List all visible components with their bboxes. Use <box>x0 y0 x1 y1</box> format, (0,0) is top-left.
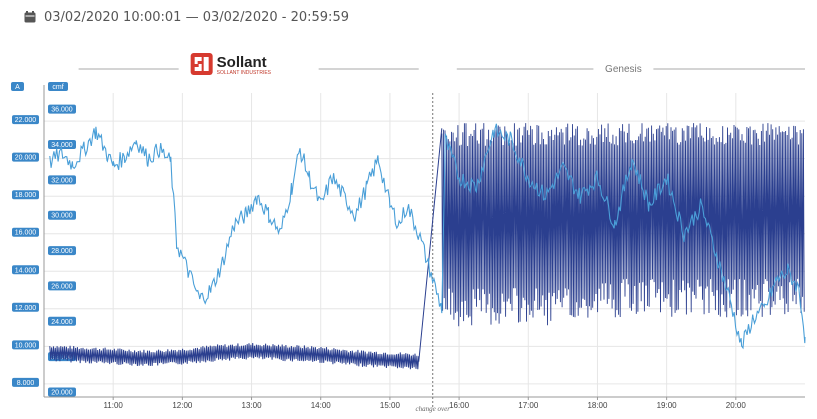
left-axis-badge: A <box>11 82 24 91</box>
right-axis-badge: cmf <box>48 82 68 91</box>
right-tick-label-text: 32.000 <box>51 177 73 184</box>
left-tick-label-text: 8.000 <box>17 380 35 387</box>
left-tick-label-bg <box>12 265 39 275</box>
right-tick-label-bg <box>48 316 76 326</box>
right-tick-label-bg <box>48 246 76 256</box>
right-tick-label-text: 24.000 <box>51 319 73 326</box>
x-tick-label: 13:00 <box>242 401 263 410</box>
right-tick-label: 24.000 <box>48 316 76 326</box>
left-tick-label: 12.000 <box>12 302 39 312</box>
date-range[interactable]: 03/02/2020 10:00:01 — 03/02/2020 - 20:59… <box>24 8 349 26</box>
right-tick-label-bg <box>48 210 76 220</box>
calendar-icon <box>24 11 36 23</box>
x-tick-label: 14:00 <box>311 401 332 410</box>
left-tick-label-bg <box>12 340 39 350</box>
date-range-text: 03/02/2020 10:00:01 — 03/02/2020 - 20:59… <box>44 9 349 25</box>
x-tick-label: 12:00 <box>172 401 193 410</box>
x-tick-label: 16:00 <box>449 401 470 410</box>
left-tick-label: 10.000 <box>12 340 39 350</box>
left-tick-label-bg <box>12 152 39 162</box>
right-axis-badge-text: cmf <box>52 84 63 91</box>
series-cmf-segment2 <box>441 123 805 327</box>
right-tick-label-text: 34.000 <box>51 142 73 149</box>
segment-label-genesis: Genesis <box>605 64 642 75</box>
left-tick-label: 8.000 <box>12 377 39 387</box>
series-cmf-segment1 <box>49 342 420 370</box>
left-tick-label-text: 12.000 <box>15 305 37 312</box>
left-tick-label-text: 10.000 <box>15 342 37 349</box>
left-tick-label-bg <box>12 190 39 200</box>
x-tick-label: 11:00 <box>103 401 123 410</box>
right-tick-label: 34.000 <box>48 140 76 150</box>
left-tick-label-bg <box>12 227 39 237</box>
x-tick-label: 19:00 <box>657 401 678 410</box>
left-tick-label-text: 22.000 <box>15 117 37 124</box>
right-tick-label: 26.000 <box>48 281 76 291</box>
right-axis-badge-bg <box>48 82 68 91</box>
left-tick-label-text: 20.000 <box>15 155 37 162</box>
left-tick-label: 18.000 <box>12 190 39 200</box>
left-tick-label: 20.000 <box>12 152 39 162</box>
series-a-line <box>49 123 806 350</box>
right-tick-label-text: 28.000 <box>51 248 73 255</box>
series-cmf-transition <box>418 128 443 362</box>
right-tick-label-text: 20.000 <box>51 389 73 396</box>
right-tick-label-bg <box>48 281 76 291</box>
left-tick-label: 16.000 <box>12 227 39 237</box>
x-tick-label: 20:00 <box>726 401 747 410</box>
right-tick-label: 30.000 <box>48 210 76 220</box>
right-tick-label-bg <box>48 387 76 397</box>
right-tick-label-text: 36.000 <box>51 107 73 114</box>
logo-glyph <box>194 57 209 71</box>
left-tick-label-bg <box>12 377 39 387</box>
x-tick-label: 15:00 <box>380 401 401 410</box>
brand-name: Sollant <box>217 54 267 71</box>
right-tick-label-bg <box>48 140 76 150</box>
right-tick-label: 32.000 <box>48 175 76 185</box>
left-tick-label-bg <box>12 302 39 312</box>
right-tick-label-bg <box>48 104 76 114</box>
right-tick-label: 20.000 <box>48 387 76 397</box>
left-tick-label-text: 16.000 <box>15 230 37 237</box>
right-tick-label: 28.000 <box>48 246 76 256</box>
x-tick-label: 18:00 <box>587 401 608 410</box>
left-axis-badge-text: A <box>15 84 20 91</box>
right-tick-label-text: 30.000 <box>51 213 73 220</box>
left-tick-label-text: 14.000 <box>15 267 37 274</box>
changeover-label: change over <box>416 405 451 413</box>
left-axis-badge-bg <box>11 82 24 91</box>
left-tick-label: 22.000 <box>12 115 39 125</box>
right-tick-label-bg <box>48 175 76 185</box>
left-tick-label-bg <box>12 115 39 125</box>
x-tick-label: 17:00 <box>518 401 539 410</box>
right-tick-label: 36.000 <box>48 104 76 114</box>
brand-subtitle: SOLLANT INDUSTRIES <box>217 70 272 76</box>
right-tick-label-text: 26.000 <box>51 283 73 290</box>
left-tick-label: 14.000 <box>12 265 39 275</box>
left-tick-label-text: 18.000 <box>15 192 37 199</box>
